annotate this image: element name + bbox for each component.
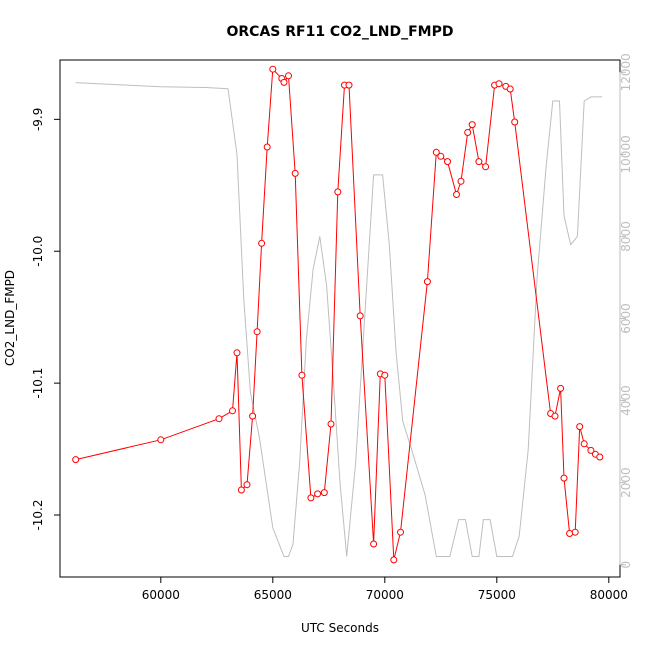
data-point xyxy=(215,415,223,423)
chart-title: ORCAS RF11 CO2_LND_FMPD xyxy=(226,24,453,40)
data-point xyxy=(437,152,445,160)
data-point xyxy=(381,371,389,379)
data-point xyxy=(432,148,440,156)
y-tick-label: -10.1 xyxy=(31,368,45,399)
data-point xyxy=(596,453,604,461)
data-point xyxy=(482,163,490,171)
x-tick-label: 75000 xyxy=(478,588,516,602)
series-line-right xyxy=(75,82,603,557)
right-tick-label: 4000 xyxy=(619,385,633,416)
data-point xyxy=(237,486,245,494)
data-point xyxy=(587,446,595,454)
x-axis: 60000 65000 70000 75000 80000 xyxy=(142,577,628,602)
data-point xyxy=(233,349,241,357)
data-point xyxy=(423,278,431,286)
x-tick-label: 80000 xyxy=(590,588,628,602)
y-tick-label: -9.9 xyxy=(31,108,45,131)
data-point xyxy=(571,528,579,536)
right-tick-label: 2000 xyxy=(619,467,633,498)
data-point xyxy=(551,412,559,420)
data-point xyxy=(560,474,568,482)
data-point xyxy=(285,72,292,80)
data-point xyxy=(453,191,460,198)
data-point xyxy=(475,158,483,166)
y-tick-label: -10.0 xyxy=(31,236,45,267)
data-point xyxy=(370,540,378,548)
plot-frame xyxy=(59,59,621,578)
data-point xyxy=(506,85,514,93)
data-point xyxy=(457,177,465,185)
right-tick-label: 12000 xyxy=(619,53,633,91)
data-point xyxy=(298,371,306,379)
x-tick-label: 65000 xyxy=(254,588,292,602)
data-point xyxy=(464,129,472,136)
data-point xyxy=(444,158,451,166)
y-axis: -10.2 -10.1 -10.0 -9.9 xyxy=(31,108,60,531)
data-point xyxy=(280,78,288,86)
data-point xyxy=(557,384,565,392)
data-point xyxy=(334,188,342,196)
data-point xyxy=(269,65,277,73)
data-point xyxy=(157,436,165,444)
data-point xyxy=(263,143,271,151)
data-point xyxy=(390,556,398,564)
data-point xyxy=(249,412,257,420)
series-layer xyxy=(72,65,604,564)
data-point xyxy=(468,121,476,129)
data-point xyxy=(320,489,328,497)
data-point xyxy=(580,440,588,448)
data-point xyxy=(291,169,299,177)
data-point xyxy=(253,328,261,336)
data-point xyxy=(243,481,251,489)
x-tick-label: 60000 xyxy=(142,588,180,602)
data-point xyxy=(356,312,364,320)
right-tick-label: 8000 xyxy=(619,221,633,252)
data-point xyxy=(314,490,322,498)
right-axis: 0 2000 4000 6000 8000 10000 12000 xyxy=(619,53,633,568)
data-point xyxy=(229,407,236,415)
data-point xyxy=(511,118,519,126)
right-tick-label: 10000 xyxy=(619,135,633,173)
data-point xyxy=(72,456,80,464)
x-tick-label: 70000 xyxy=(366,588,404,602)
x-axis-label: UTC Seconds xyxy=(301,621,379,635)
data-point xyxy=(566,530,574,537)
data-point xyxy=(576,423,584,431)
y-axis-label: CO2_LND_FMPD xyxy=(3,270,17,366)
data-point xyxy=(345,81,353,89)
data-point xyxy=(258,239,266,247)
right-tick-label: 6000 xyxy=(619,303,633,334)
data-point xyxy=(327,420,335,428)
right-tick-label: 0 xyxy=(619,561,633,569)
data-point xyxy=(495,80,503,88)
series-line-left xyxy=(75,68,601,561)
data-point xyxy=(397,528,404,536)
data-point xyxy=(307,494,315,502)
y-tick-label: -10.2 xyxy=(31,499,45,530)
